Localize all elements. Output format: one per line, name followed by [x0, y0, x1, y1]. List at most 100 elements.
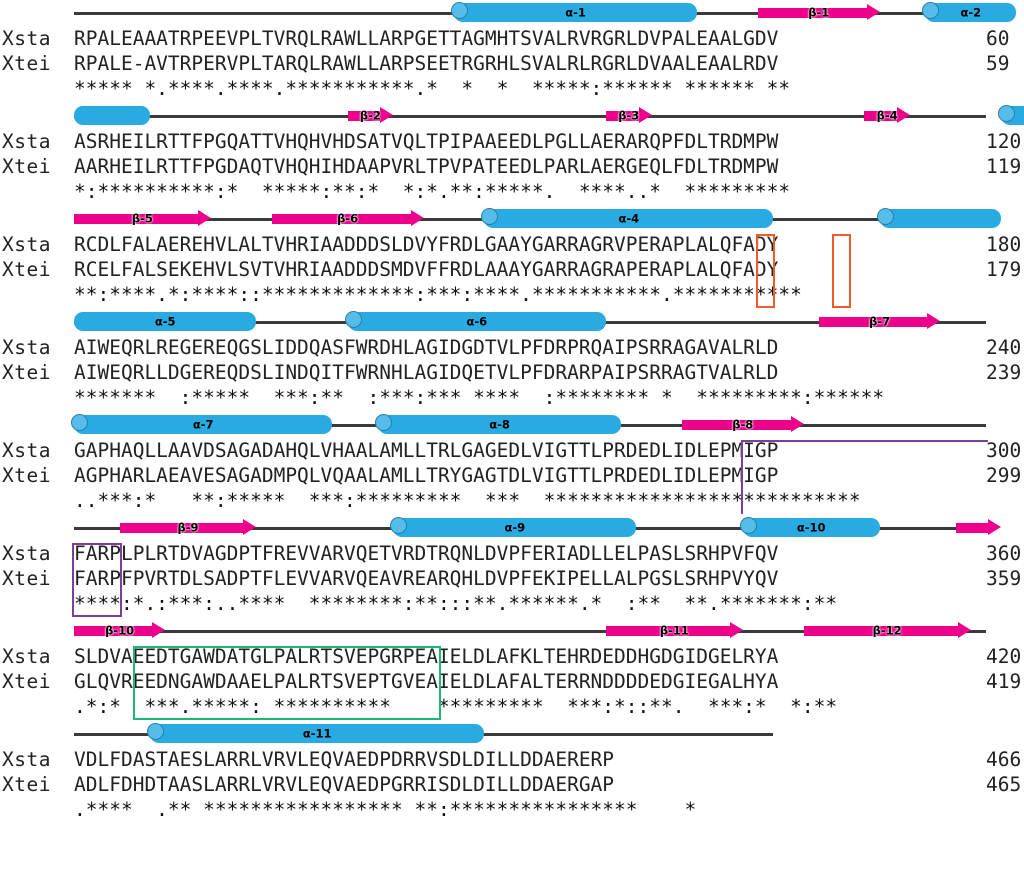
sequence-row: Xsta SLDVAEEDTGAWDATGLPALRTSVEPGRPEAIELDL… — [0, 644, 1024, 669]
strand-arrowhead — [152, 622, 166, 638]
residue-sequence: RPALE-AVTRPERVPLTARQLRAWLLARPSEETRGRHLSV… — [74, 52, 779, 75]
helix-α-5: α-5 — [74, 312, 257, 331]
sequence-row: Xsta VDLFDASTAESLARRLVRVLEQVAEDPDRRVSDLDI… — [0, 747, 1024, 772]
helix-n-cap — [876, 208, 894, 225]
sequence-row: Xtei RCELFALSEKEHVLSVTVHRIAADDDSMDVFFRDLA… — [0, 257, 1024, 282]
sequence-name: Xtei — [2, 155, 51, 178]
residue-sequence: FARPFPVRTDLSADPTFLEVVARVQEAVREARQHLDVPFE… — [74, 567, 779, 590]
helix-n-cap — [344, 311, 362, 328]
strand-shaft — [347, 110, 381, 121]
residue-count: 240 — [986, 336, 1022, 359]
secondary-structure-track: β-9 α-9 α-10 — [74, 515, 1002, 541]
residue-sequence: GAPHAQLLAAVDSAGADAHQLVHAALAMLLTRLGAGEDLV… — [74, 439, 779, 462]
strand-label: β-10 — [105, 622, 135, 637]
strand-arrowhead — [197, 210, 211, 226]
sequence-name: Xtei — [2, 773, 51, 796]
strand-label: β-4 — [876, 107, 898, 122]
helix-n-cap — [390, 517, 408, 534]
conservation-row: *:**********:* *****:**:* *:*.**:*****. … — [0, 179, 1024, 205]
strand-arrowhead — [957, 622, 971, 638]
strand-shaft — [682, 419, 791, 430]
sequence-name: Xtei — [2, 464, 51, 487]
conservation-symbols: ***** *.****.****.***********.* * * ****… — [74, 77, 791, 100]
alignment-block: β-5 β-6 α-4 Xsta RCDLFALAEREHVLALTVHRIAADDDS… — [0, 206, 1024, 309]
helix-label: α-9 — [504, 519, 526, 534]
strand-shaft — [818, 316, 928, 327]
residue-count: 119 — [986, 155, 1022, 178]
helix-label: α-2 — [960, 4, 982, 19]
strand-label: β-8 — [732, 416, 754, 431]
sequence-name: Xsta — [2, 27, 51, 50]
conservation-row: ******* :***** ***:** :***:*** **** :***… — [0, 385, 1024, 411]
strand-arrowhead — [896, 107, 910, 123]
strand-arrowhead — [380, 107, 394, 123]
strand-label: β-11 — [659, 622, 689, 637]
strand-arrowhead — [988, 519, 1002, 535]
alignment-block: β-2β-3β-4α-3XstaASRHEILRTTFPGQATTVHQHVHD… — [0, 103, 1024, 206]
residue-sequence: AGPHARLAEAVESAGADMPQLVQAALAMLLTRYGAGTDLV… — [74, 464, 779, 487]
conservation-symbols: ****:*.:***:..**** ********:**:::**.****… — [74, 592, 838, 615]
strand-shaft — [271, 213, 411, 224]
strand-arrowhead — [410, 210, 424, 226]
residue-sequence: RCDLFALAEREHVLALTVHRIAADDDSLDVYFRDLGAAYG… — [74, 233, 779, 256]
conservation-symbols: .*:* ***.*****: ********** ********* ***… — [74, 695, 838, 718]
residue-sequence: ADLFDHDTAASLARRLVRVLEQVAEDPGRRISDLDILLDD… — [74, 773, 615, 796]
helix-n-cap — [481, 208, 499, 225]
secondary-structure-track: β-2β-3β-4α-3 — [74, 103, 1024, 129]
strand-arrowhead — [790, 416, 804, 432]
helix-α-9: α-9 — [393, 518, 637, 537]
helix-label: α-7 — [192, 416, 214, 431]
residue-sequence: RCELFALSEKEHVLSVTVHRIAADDDSMDVFFRDLAAAYG… — [74, 258, 779, 281]
helix-α-2: α-2 — [925, 3, 1017, 22]
strand-shaft — [606, 625, 730, 636]
strand-β-8: β-8 — [682, 416, 804, 433]
sequence-row: Xsta FARPLPLRTDVAGDPTFREVVARVQETVRDTRQNLD… — [0, 541, 1024, 566]
strand-arrowhead — [729, 622, 743, 638]
helix-α-7: α-7 — [74, 415, 333, 434]
alignment-block: α-7 α-8 β-8 Xsta GAPHAQLLAAVDSAGADAHQLVHAALA… — [0, 412, 1024, 515]
sequence-row: Xtei AARHEILRTTFPGDAQTVHQHIHDAAPVRLTPVPAT… — [0, 154, 1024, 179]
alignment-block: α-5 α-6 β-7 Xsta AIWEQRLREGEREQGSLIDDQASFWRD… — [0, 309, 1024, 412]
conservation-row: .*:* ***.*****: ********** ********* ***… — [0, 694, 1024, 720]
helix-n-cap — [998, 105, 1016, 122]
helix-α-1: α-1 — [454, 3, 698, 22]
strand-arrowhead — [866, 4, 880, 20]
alignment-block: α-1 β-1 α-2 Xsta RPALEAAATRPEEVPLTVRQLRAWLLA… — [0, 0, 1024, 103]
secondary-structure-track: α-7 α-8 β-8 — [71, 412, 986, 438]
helix-label: α-1 — [565, 4, 586, 19]
conservation-symbols: ******* :***** ***:** :***:*** **** :***… — [74, 386, 885, 409]
strand-shaft — [758, 7, 867, 18]
secondary-structure-track: β-10 β-11 β-12 — [74, 618, 986, 644]
strand-β-11: β-11 — [606, 622, 743, 639]
strand-label: β-7 — [869, 313, 891, 328]
helix-h3 — [879, 209, 1002, 228]
residue-count: 239 — [986, 361, 1022, 384]
residue-sequence: VDLFDASTAESLARRLVRVLEQVAEDPDRRVSDLDILLDD… — [74, 748, 615, 771]
sequence-name: Xsta — [2, 645, 51, 668]
residue-count: 360 — [986, 542, 1022, 565]
strand-β-1: β-1 — [758, 4, 880, 21]
sequence-name: Xtei — [2, 258, 51, 281]
strand-shaft — [119, 522, 244, 533]
strand-label: β-3 — [618, 107, 640, 122]
strand-arrowhead — [243, 519, 257, 535]
sequence-name: Xtei — [2, 670, 51, 693]
conservation-row: ****:*.:***:..**** ********:**:::**.****… — [0, 591, 1024, 617]
sequence-row: Xtei RPALE-AVTRPERVPLTARQLRAWLLARPSEETRGR… — [0, 51, 1024, 76]
helix-n-cap — [739, 517, 757, 534]
strand-β-7: β-7 — [818, 313, 941, 330]
helix-α-8: α-8 — [378, 415, 622, 434]
sequence-name: Xsta — [2, 748, 51, 771]
strand-β-3: β-3 — [606, 107, 652, 124]
strand-shaft — [803, 625, 958, 636]
strand-β-2: β-2 — [347, 107, 394, 124]
sequence-row: Xtei GLQVREEDNGAWDAAELPALRTSVEPTGVEAIELDL… — [0, 669, 1024, 694]
strand-β-6: β-6 — [271, 210, 424, 227]
strand-β-5: β-5 — [74, 210, 211, 227]
conservation-symbols: **:****.*:****::*************:***:****.*… — [74, 283, 802, 306]
helix-α-6: α-6 — [347, 312, 606, 331]
helix-label: α-10 — [796, 519, 826, 534]
sequence-row: Xtei ADLFDHDTAASLARRLVRVLEQVAEDPGRRISDLDI… — [0, 772, 1024, 797]
sequence-row: Xtei AGPHARLAEAVESAGADMPQLVQAALAMLLTRYGAG… — [0, 463, 1024, 488]
sequence-name: Xsta — [2, 542, 51, 565]
